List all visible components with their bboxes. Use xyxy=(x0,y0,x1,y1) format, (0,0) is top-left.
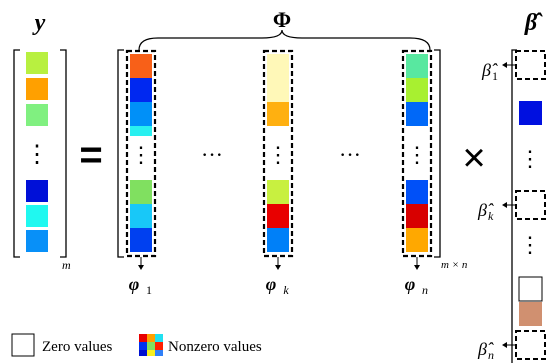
arrow-left-icon xyxy=(502,342,507,348)
column-label-name: φ xyxy=(405,274,416,294)
column-label-name: φ xyxy=(129,274,140,294)
beta-cell-6 xyxy=(519,302,542,326)
arrow-down-icon xyxy=(138,265,144,270)
col1-cell-4 xyxy=(130,126,152,136)
col1-dashed-outline xyxy=(125,49,157,258)
column-label-sub: k xyxy=(283,283,289,297)
beta-vertical-ellipsis-2: ⋮ xyxy=(519,232,541,257)
times-sign: × xyxy=(462,136,485,180)
column-label-sub: 1 xyxy=(146,283,152,297)
coln-cell-5 xyxy=(406,204,428,228)
colk-cell-2 xyxy=(267,78,289,102)
arrow-down-icon xyxy=(275,265,281,270)
phi-ellipsis-left: ··· xyxy=(201,142,223,167)
y-left-bracket xyxy=(13,49,20,258)
beta-cell-7 xyxy=(519,334,542,356)
legend: Zero values Nonzero values xyxy=(11,333,262,357)
y-right-bracket xyxy=(60,49,67,258)
beta-label-sub: 1 xyxy=(492,69,498,83)
beta-cell-2 xyxy=(519,80,542,100)
equals-sign: = xyxy=(79,133,102,177)
beta-label-sub: n xyxy=(488,348,494,362)
beta-cell-4 xyxy=(519,194,542,216)
coln-cell-6 xyxy=(406,228,428,252)
column-label-sub: n xyxy=(422,283,428,297)
arrow-left-icon xyxy=(502,62,507,68)
beta-label-sub: k xyxy=(488,209,494,223)
colk-cell-1 xyxy=(267,54,289,78)
y-subscript-m: m xyxy=(62,258,71,272)
y-label: y xyxy=(32,10,46,36)
legend-zero-label: Zero values xyxy=(42,339,113,355)
y-cell-4 xyxy=(26,180,48,202)
col1-cell-5 xyxy=(130,180,152,204)
y-cell-2 xyxy=(26,78,48,100)
phi-column-k: ⋮ xyxy=(262,49,294,258)
phi-column-1: ⋮ xyxy=(125,49,157,258)
y-cell-3 xyxy=(26,104,48,126)
phi-matrix: Φ ⋮ ··· ⋮ ··· xyxy=(117,7,468,297)
coln-dashed-outline xyxy=(401,49,433,258)
coln-cell-1 xyxy=(406,54,428,78)
phi-column-n: ⋮ xyxy=(401,49,433,258)
legend-nonzero-swatch xyxy=(139,334,163,356)
beta-cell-5-border xyxy=(518,276,543,302)
phi-subscript-mxn: m × n xyxy=(441,259,468,271)
y-cell-1 xyxy=(26,52,48,74)
col1-cell-1 xyxy=(130,54,152,78)
y-cell-6 xyxy=(26,230,48,252)
beta-label: β̂ xyxy=(524,10,543,36)
colk-vertical-ellipsis: ⋮ xyxy=(267,142,289,167)
y-vector: y ⋮ m xyxy=(13,10,71,272)
col1-cell-6 xyxy=(130,204,152,228)
arrow-down-icon xyxy=(414,265,420,270)
column-labels: φ 1 φ k φ n xyxy=(129,257,428,297)
colk-cell-4 xyxy=(267,180,289,204)
phi-ellipsis-right: ··· xyxy=(339,142,361,167)
legend-zero-swatch xyxy=(11,333,35,357)
col1-cell-2 xyxy=(130,78,152,102)
colk-cell-6 xyxy=(267,228,289,252)
beta-vertical-ellipsis-1: ⋮ xyxy=(519,146,541,171)
beta-cell-3 xyxy=(519,101,542,125)
y-vertical-ellipsis: ⋮ xyxy=(25,142,49,168)
colk-cell-3 xyxy=(267,102,289,126)
phi-left-bracket xyxy=(117,49,124,258)
col1-vertical-ellipsis: ⋮ xyxy=(130,142,152,167)
col1-cell-3 xyxy=(130,102,152,126)
beta-vector: β̂ ⋮ ⋮ β̂ 1 β̂ k β̂ n xyxy=(477,10,546,363)
beta-cell-1 xyxy=(519,54,542,76)
phi-curly-brace xyxy=(138,29,431,51)
beta-cell-5 xyxy=(519,277,542,301)
coln-cell-4 xyxy=(406,180,428,204)
colk-cell-5 xyxy=(267,204,289,228)
arrow-left-icon xyxy=(502,202,507,208)
column-label-name: φ xyxy=(266,274,277,294)
phi-right-bracket xyxy=(434,49,441,258)
phi-label: Φ xyxy=(273,7,291,32)
coln-vertical-ellipsis: ⋮ xyxy=(406,142,428,167)
colk-dashed-outline xyxy=(262,49,294,258)
coln-cell-2 xyxy=(406,78,428,102)
coln-cell-3 xyxy=(406,102,428,126)
y-cell-5 xyxy=(26,205,48,227)
legend-nonzero-label: Nonzero values xyxy=(168,339,262,355)
col1-cell-7 xyxy=(130,228,152,252)
